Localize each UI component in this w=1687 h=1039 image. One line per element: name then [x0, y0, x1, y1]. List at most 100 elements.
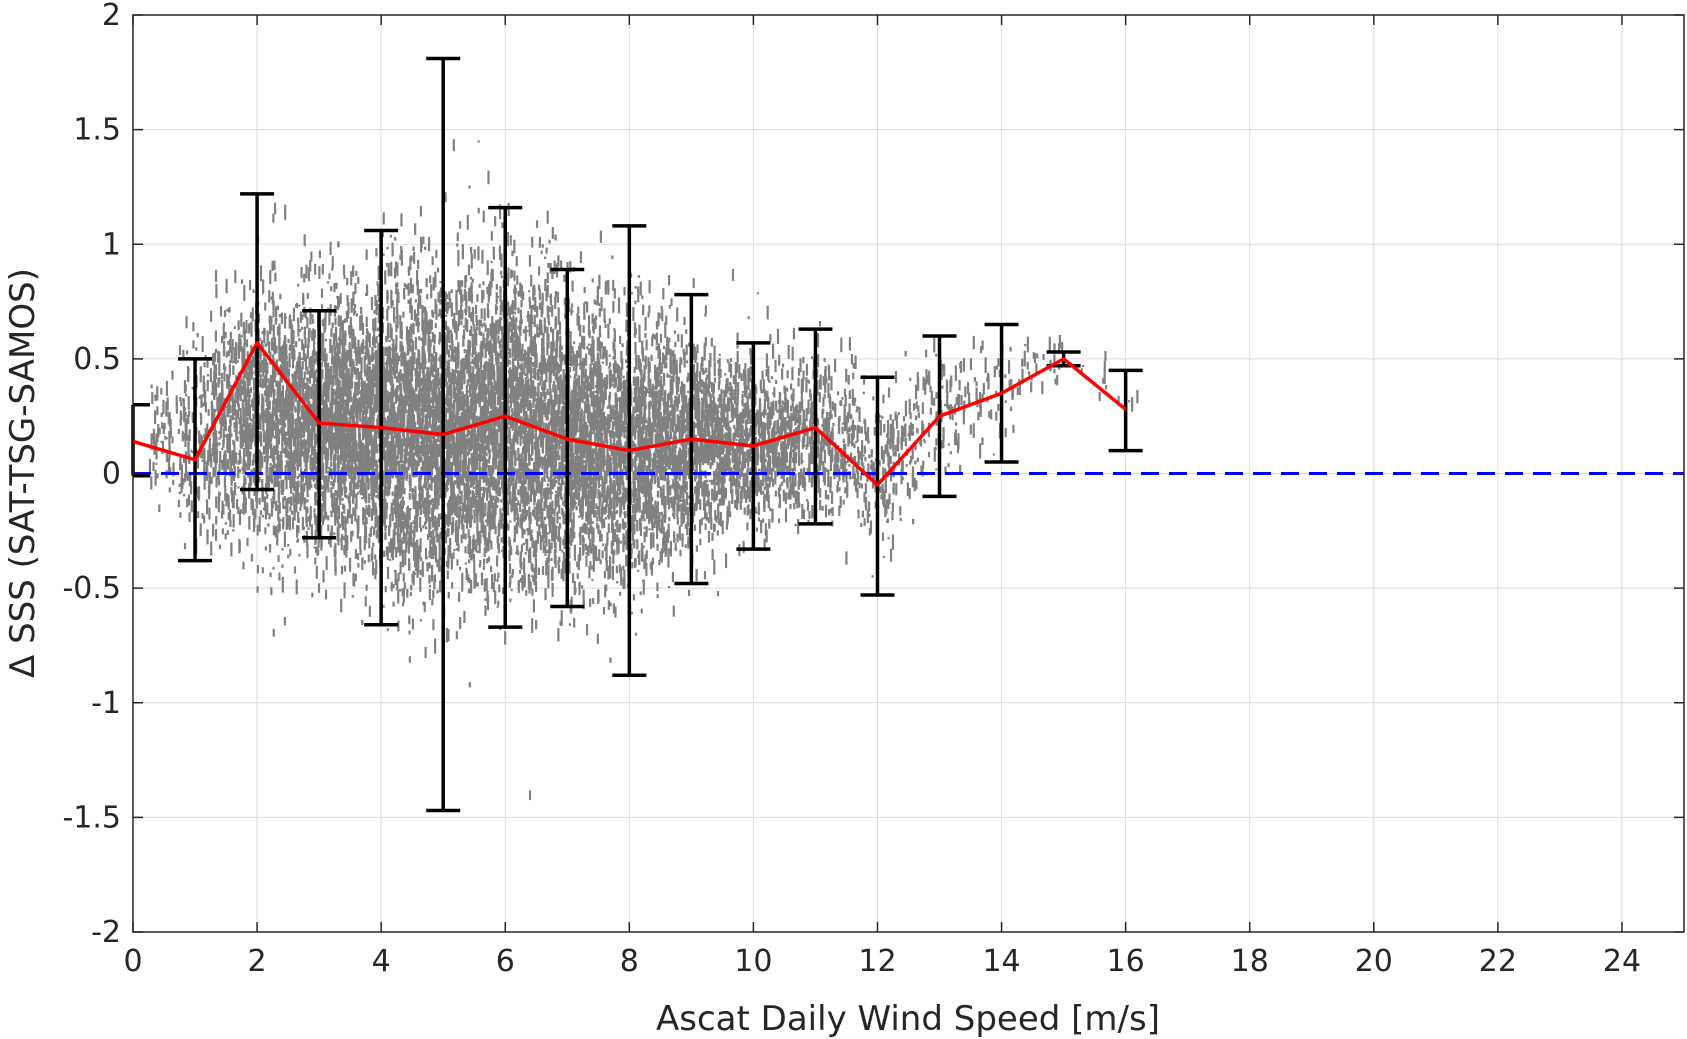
scatter-point: [456, 462, 459, 478]
scatter-point: [434, 496, 437, 509]
scatter-point: [411, 389, 414, 394]
scatter-point: [278, 381, 281, 398]
scatter-point: [471, 408, 475, 412]
scatter-point: [311, 331, 314, 341]
scatter-point: [432, 403, 435, 409]
scatter-point: [311, 471, 314, 480]
scatter-point: [455, 631, 458, 640]
scatter-point: [249, 312, 253, 319]
scatter-point: [336, 295, 339, 299]
scatter-point: [445, 485, 448, 489]
scatter-point: [297, 323, 300, 337]
scatter-point: [336, 516, 339, 524]
scatter-point: [307, 441, 311, 453]
scatter-point: [330, 286, 333, 292]
scatter-point: [245, 441, 248, 457]
scatter-point: [374, 554, 377, 560]
scatter-point: [451, 517, 455, 533]
scatter-point: [417, 302, 420, 317]
scatter-point: [428, 460, 431, 469]
scatter-point: [213, 377, 217, 390]
scatter-point: [448, 450, 451, 463]
scatter-point: [331, 502, 334, 513]
scatter-point: [225, 499, 228, 507]
scatter-point: [232, 450, 235, 467]
scatter-point: [430, 468, 433, 476]
scatter-point: [232, 361, 235, 364]
scatter-point: [312, 404, 316, 412]
scatter-point: [323, 445, 326, 454]
scatter-point: [270, 466, 273, 483]
scatter-point: [336, 361, 339, 378]
scatter-point: [290, 461, 293, 478]
scatter-point: [413, 515, 417, 528]
scatter-point: [200, 413, 203, 425]
scatter-point: [437, 389, 440, 401]
scatter-point: [412, 520, 415, 525]
scatter-point: [304, 410, 307, 419]
scatter-point: [157, 423, 160, 438]
scatter-point: [310, 387, 314, 394]
scatter-point: [350, 426, 354, 441]
scatter-point: [416, 279, 419, 296]
scatter-point: [446, 394, 449, 408]
scatter-point: [304, 383, 307, 387]
scatter-point: [419, 390, 422, 398]
scatter-point: [235, 409, 238, 414]
scatter-point: [219, 417, 222, 425]
scatter-point: [320, 442, 323, 446]
scatter-point: [316, 546, 319, 556]
scatter-point: [449, 298, 452, 309]
scatter-point: [373, 309, 376, 314]
scatter-point: [345, 495, 348, 499]
scatter-point: [250, 418, 253, 422]
scatter-point: [219, 427, 222, 438]
scatter-point: [452, 325, 455, 330]
scatter-point: [165, 437, 169, 440]
scatter-point: [392, 383, 395, 398]
scatter-point: [444, 407, 447, 418]
scatter-point: [208, 448, 212, 461]
scatter-point: [403, 294, 406, 300]
scatter-point: [212, 431, 215, 438]
scatter-point: [272, 400, 275, 410]
scatter-point: [263, 375, 266, 384]
scatter-point: [268, 455, 271, 459]
scatter-point: [338, 486, 341, 500]
scatter-point: [390, 548, 393, 558]
scatter-point: [370, 508, 374, 515]
scatter-point: [437, 407, 440, 422]
scatter-point: [408, 630, 411, 635]
scatter-point: [418, 471, 421, 481]
scatter-point: [393, 407, 396, 413]
scatter-point: [223, 398, 226, 402]
scatter-point: [410, 323, 413, 338]
scatter-point: [397, 482, 400, 498]
scatter-point: [327, 515, 330, 521]
scatter-point: [401, 553, 404, 568]
scatter-point: [393, 347, 396, 361]
scatter-point: [410, 407, 413, 424]
scatter-point: [407, 359, 411, 367]
scatter-point: [267, 429, 270, 438]
scatter-point: [348, 410, 351, 416]
scatter-point: [439, 580, 442, 593]
scatter-point: [334, 411, 337, 424]
scatter-point: [402, 526, 405, 533]
scatter-point: [395, 464, 398, 479]
scatter-point: [351, 465, 354, 475]
scatter-point: [293, 371, 297, 380]
scatter-point: [359, 465, 362, 476]
scatter-point: [267, 475, 271, 488]
scatter-point: [401, 520, 405, 531]
scatter-point: [437, 513, 441, 528]
scatter-point: [213, 423, 217, 432]
scatter-point: [436, 517, 439, 525]
scatter-point: [283, 335, 287, 351]
scatter-point: [412, 570, 415, 586]
scatter-point: [396, 313, 399, 329]
scatter-point: [391, 349, 394, 366]
scatter-point: [472, 486, 475, 490]
scatter-point: [395, 511, 398, 514]
scatter-point: [407, 460, 410, 471]
